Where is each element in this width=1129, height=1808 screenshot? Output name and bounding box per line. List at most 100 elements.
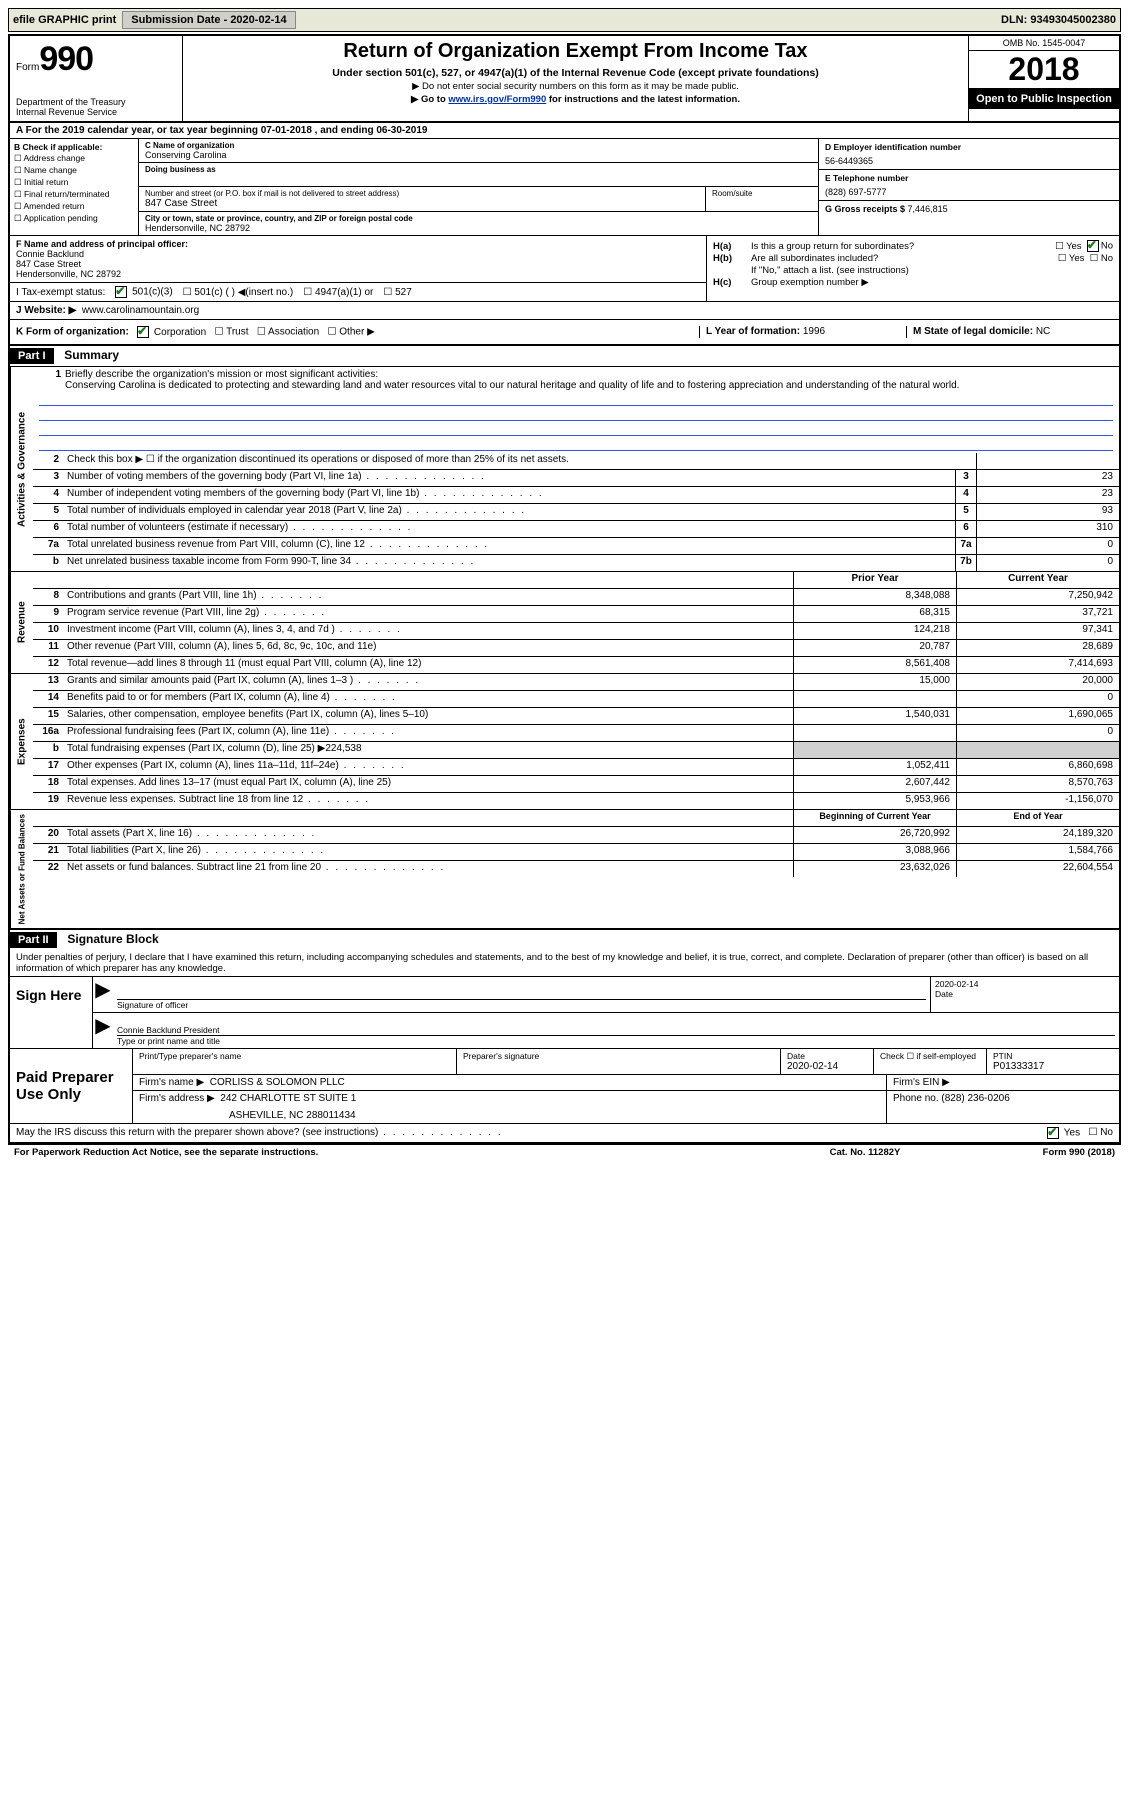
cb-trust[interactable]: ☐ Trust [215, 327, 249, 338]
ha-no[interactable]: No [1087, 240, 1113, 252]
form-number: Form990 [16, 40, 176, 79]
prior-year-header: Prior Year [793, 572, 956, 588]
row-desc: Total assets (Part X, line 16) [63, 827, 793, 843]
f-label: F Name and address of principal officer: [16, 239, 188, 249]
cb-name-change[interactable]: ☐ Name change [14, 165, 134, 176]
data-row: 15Salaries, other compensation, employee… [33, 708, 1119, 725]
col-d-ein: D Employer identification number 56-6449… [818, 139, 1119, 235]
prior-year-val: 2,607,442 [793, 776, 956, 792]
ha-row: H(a) Is this a group return for subordin… [713, 240, 1113, 252]
org-name-cell: C Name of organization Conserving Caroli… [139, 139, 818, 163]
cb-4947[interactable]: ☐ 4947(a)(1) or [303, 287, 373, 298]
sign-here-label: Sign Here [10, 977, 93, 1048]
org-name-label: C Name of organization [145, 141, 812, 150]
cb-501c[interactable]: ☐ 501(c) ( ) ◀(insert no.) [183, 287, 294, 298]
row-k-form-of-org: K Form of organization: Corporation ☐ Tr… [10, 320, 1119, 346]
form-ref: Form 990 (2018) [965, 1147, 1115, 1158]
ein-label: D Employer identification number [825, 142, 1113, 152]
hb-note: If "No," attach a list. (see instruction… [713, 265, 1113, 276]
form-container: Form990 Department of the Treasury Inter… [8, 34, 1121, 1145]
row-num: 20 [33, 827, 63, 843]
cb-527[interactable]: ☐ 527 [383, 287, 411, 298]
current-year-val: 97,341 [956, 623, 1119, 639]
website-value: www.carolinamountain.org [82, 305, 199, 316]
cb-other[interactable]: ☐ Other ▶ [328, 327, 375, 338]
rowA-mid: , and ending [315, 125, 377, 136]
prep-name-cell[interactable]: Print/Type preparer's name [133, 1049, 457, 1074]
irs-link[interactable]: www.irs.gov/Form990 [448, 94, 546, 105]
hb-no[interactable]: ☐ No [1090, 253, 1113, 264]
begin-year-header: Beginning of Current Year [793, 810, 956, 826]
inspection-label: Open to Public Inspection [969, 89, 1119, 109]
ha-yes[interactable]: ☐ Yes [1055, 241, 1081, 252]
cb-app-pending[interactable]: ☐ Application pending [14, 213, 134, 224]
current-year-val: 7,250,942 [956, 589, 1119, 605]
gov-row: bNet unrelated business taxable income f… [33, 555, 1119, 571]
cb-address-change[interactable]: ☐ Address change [14, 153, 134, 164]
prior-year-val: 8,561,408 [793, 657, 956, 673]
na-rows: 20Total assets (Part X, line 16)26,720,9… [33, 827, 1119, 877]
discuss-no[interactable]: ☐ No [1088, 1127, 1113, 1139]
gross-cell: G Gross receipts $ 7,446,815 [819, 201, 1119, 235]
mission-num: 1 [39, 369, 65, 380]
prep-row1: Print/Type preparer's name Preparer's si… [133, 1049, 1119, 1075]
row-desc: Total number of volunteers (estimate if … [63, 521, 955, 537]
part2-bar: Part II Signature Block [10, 930, 1119, 950]
prep-selfemp-cell[interactable]: Check ☐ if self-employed [874, 1049, 987, 1074]
cb-amended[interactable]: ☐ Amended return [14, 201, 134, 212]
data-row: 17Other expenses (Part IX, column (A), l… [33, 759, 1119, 776]
row-num: 7a [33, 538, 63, 554]
side-netassets: Net Assets or Fund Balances [10, 810, 33, 928]
prep-sig-cell[interactable]: Preparer's signature [457, 1049, 781, 1074]
cb-initial-return[interactable]: ☐ Initial return [14, 177, 134, 188]
na-header: Beginning of Current Year End of Year [33, 810, 1119, 827]
firm-ein-cell: Firm's EIN ▶ [887, 1075, 1119, 1090]
row-desc: Total fundraising expenses (Part IX, col… [63, 742, 793, 758]
rev-rows: 8Contributions and grants (Part VIII, li… [33, 589, 1119, 673]
data-row: bTotal fundraising expenses (Part IX, co… [33, 742, 1119, 759]
gov-row: 4Number of independent voting members of… [33, 487, 1119, 504]
current-year-val: 1,690,065 [956, 708, 1119, 724]
hc-row: H(c) Group exemption number ▶ [713, 277, 1113, 288]
phone-cell: E Telephone number (828) 697-5777 [819, 170, 1119, 201]
row-val: 23 [976, 487, 1119, 503]
cb-501c3[interactable]: 501(c)(3) [115, 286, 172, 298]
data-row: 22Net assets or fund balances. Subtract … [33, 861, 1119, 877]
data-row: 13Grants and similar amounts paid (Part … [33, 674, 1119, 691]
sign-right: ▶ Signature of officer 2020-02-14 Date ▶… [93, 977, 1119, 1048]
ein-cell: D Employer identification number 56-6449… [819, 139, 1119, 170]
section-expenses: Expenses 13Grants and similar amounts pa… [10, 674, 1119, 810]
discuss-yes[interactable]: Yes [1047, 1127, 1080, 1139]
officer-name: Connie Backlund [16, 249, 700, 259]
row-j-website: J Website: ▶ www.carolinamountain.org [10, 302, 1119, 320]
form-word: Form [16, 62, 39, 73]
hb-yes[interactable]: ☐ Yes [1058, 253, 1084, 264]
row-desc: Net assets or fund balances. Subtract li… [63, 861, 793, 877]
row-box: 7b [955, 555, 976, 571]
addr-row: Number and street (or P.O. box if mail i… [139, 187, 818, 212]
data-row: 8Contributions and grants (Part VIII, li… [33, 589, 1119, 606]
prior-year-val: 20,787 [793, 640, 956, 656]
part1-header: Part I [10, 348, 54, 364]
current-year-val: 1,584,766 [956, 844, 1119, 860]
cb-final-return[interactable]: ☐ Final return/terminated [14, 189, 134, 200]
submission-date-button[interactable]: Submission Date - 2020-02-14 [122, 11, 295, 29]
row-box: 7a [955, 538, 976, 554]
firm-addr-cell: Firm's address ▶ 242 CHARLOTTE ST SUITE … [133, 1091, 887, 1123]
block-fh: F Name and address of principal officer:… [10, 236, 1119, 302]
part2-header: Part II [10, 932, 57, 948]
street-label: Number and street (or P.O. box if mail i… [145, 189, 699, 198]
paid-preparer-label: Paid Preparer Use Only [10, 1049, 133, 1123]
current-year-val [956, 742, 1119, 758]
sig-officer-field[interactable]: Signature of officer [113, 977, 930, 1012]
current-year-val: 0 [956, 691, 1119, 707]
cb-corporation[interactable]: Corporation [137, 327, 206, 338]
data-row: 19Revenue less expenses. Subtract line 1… [33, 793, 1119, 809]
cat-no: Cat. No. 11282Y [765, 1147, 965, 1158]
cb-association[interactable]: ☐ Association [257, 327, 319, 338]
col-b-checkboxes: B Check if applicable: ☐ Address change … [10, 139, 139, 235]
data-row: 11Other revenue (Part VIII, column (A), … [33, 640, 1119, 657]
row-num: 19 [33, 793, 63, 809]
row-desc: Total unrelated business revenue from Pa… [63, 538, 955, 554]
row-val: 93 [976, 504, 1119, 520]
